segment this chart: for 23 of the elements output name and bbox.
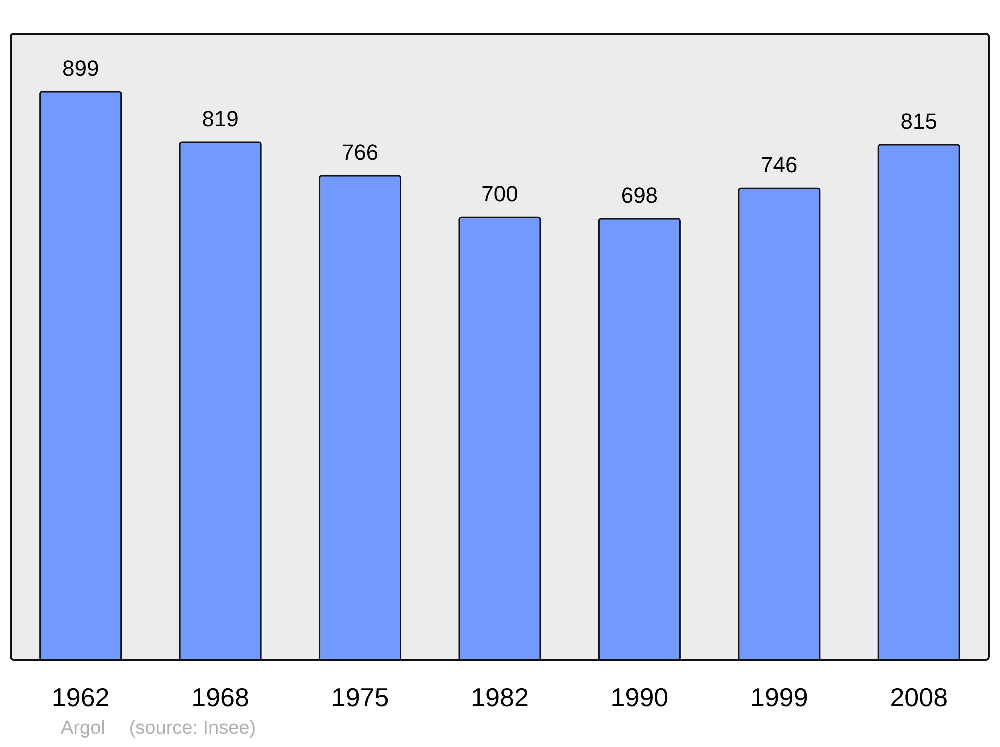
data-label: 698	[621, 182, 658, 208]
x-tick-label: 1975	[331, 682, 390, 712]
x-tick-label: 1968	[192, 682, 250, 712]
data-label: 746	[761, 152, 798, 178]
x-tick-label: 1962	[52, 682, 110, 712]
bar	[878, 144, 960, 660]
bar	[738, 188, 821, 660]
bar	[40, 91, 122, 660]
bar	[458, 216, 542, 660]
data-label: 766	[342, 140, 379, 165]
text: (source: Insee)	[129, 718, 256, 739]
bar	[598, 218, 681, 660]
data-label: 819	[202, 106, 239, 132]
text: Argol	[61, 718, 106, 739]
data-label: 899	[62, 56, 100, 81]
x-tick-label: 1990	[610, 682, 669, 712]
x-tick-label: 1999	[750, 682, 808, 712]
bar	[319, 175, 402, 660]
bar	[179, 142, 262, 660]
x-tick-label: 2008	[890, 682, 948, 712]
x-tick-label: 1982	[471, 682, 529, 712]
data-label: 815	[900, 109, 938, 134]
data-label: 700	[482, 182, 518, 207]
